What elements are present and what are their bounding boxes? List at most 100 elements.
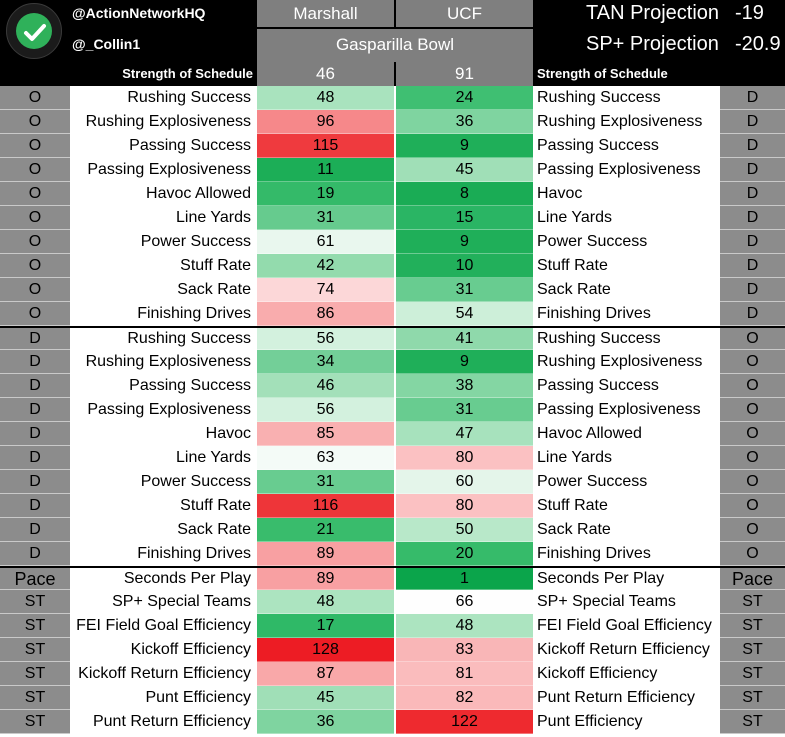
stat-rank-right: 9: [396, 230, 533, 254]
stat-label-right: Finishing Drives: [537, 545, 651, 562]
side-left-tag: O: [0, 158, 70, 182]
stat-rank-left: 128: [257, 638, 394, 662]
side-left-tag: ST: [0, 686, 70, 710]
side-left-tag: Pace: [0, 568, 70, 590]
stat-rank-left: 115: [257, 134, 394, 158]
table-row: ST FEI Field Goal Efficiency 17 48 FEI Field…: [0, 614, 785, 638]
stat-label-right: Rushing Success: [537, 330, 661, 347]
stat-rank-left: 56: [257, 398, 394, 422]
twitter-handle-secondary: @_Collin1: [72, 36, 141, 52]
check-badge-icon: [16, 13, 52, 49]
stat-rank-left: 89: [257, 568, 394, 590]
stat-rank-right: 66: [396, 590, 533, 614]
table-row: O Sack Rate 74 31 Sack Rate D: [0, 278, 785, 302]
stat-label-left: Finishing Drives: [137, 305, 251, 322]
stat-rank-right: 48: [396, 614, 533, 638]
stat-rank-right: 9: [396, 350, 533, 374]
stat-rank-right: 31: [396, 278, 533, 302]
stat-label-left: Power Success: [140, 473, 251, 490]
side-right-tag: D: [720, 206, 785, 230]
table-row: O Havoc Allowed 19 8 Havoc D: [0, 182, 785, 206]
stat-label-right: Passing Explosiveness: [537, 161, 701, 178]
side-left-tag: O: [0, 86, 70, 110]
side-left-tag: D: [0, 422, 70, 446]
header-bar: @ActionNetworkHQ @_Collin1 Marshall UCF …: [0, 0, 785, 62]
stat-rank-right: 15: [396, 206, 533, 230]
side-right-tag: ST: [720, 638, 785, 662]
sos-right-value: 91: [396, 62, 533, 86]
stat-label-left: Havoc Allowed: [146, 185, 251, 202]
stat-label-left: Punt Efficiency: [145, 689, 251, 706]
stat-label-left: Line Yards: [175, 209, 251, 226]
stat-label-left: Stuff Rate: [180, 257, 251, 274]
stat-label-right: Sack Rate: [537, 521, 611, 538]
stat-label-left: Rushing Success: [127, 89, 251, 106]
stat-label-left: Punt Return Efficiency: [92, 713, 251, 730]
stat-label-right: Kickoff Efficiency: [537, 665, 658, 682]
stat-rank-left: 48: [257, 590, 394, 614]
stat-label-right: Seconds Per Play: [537, 570, 665, 587]
table-row: D Stuff Rate 116 80 Stuff Rate O: [0, 494, 785, 518]
side-right-tag: ST: [720, 662, 785, 686]
table-row: D Passing Explosiveness 56 31 Passing Explos…: [0, 398, 785, 422]
stat-rank-right: 50: [396, 518, 533, 542]
side-left-tag: O: [0, 134, 70, 158]
stat-label-right: Stuff Rate: [537, 257, 608, 274]
side-left-tag: O: [0, 230, 70, 254]
stat-rank-right: 81: [396, 662, 533, 686]
projection-value: -20.9: [735, 33, 781, 55]
bowl-name: Gasparilla Bowl: [257, 29, 533, 62]
stat-rank-right: 122: [396, 710, 533, 734]
stat-label-left: SP+ Special Teams: [112, 593, 251, 610]
side-right-tag: Pace: [720, 568, 785, 590]
stat-rank-left: 34: [257, 350, 394, 374]
stat-rank-right: 8: [396, 182, 533, 206]
stat-label-right: Passing Success: [537, 137, 659, 154]
stat-label-left: Sack Rate: [177, 281, 251, 298]
table-row: O Line Yards 31 15 Line Yards D: [0, 206, 785, 230]
side-right-tag: O: [720, 328, 785, 350]
stat-label-right: Punt Return Efficiency: [537, 689, 696, 706]
stat-rank-left: 116: [257, 494, 394, 518]
side-right-tag: D: [720, 86, 785, 110]
stat-label-left: Passing Success: [129, 137, 251, 154]
side-left-tag: O: [0, 302, 70, 326]
side-right-tag: D: [720, 302, 785, 326]
stat-label-right: Havoc Allowed: [537, 425, 642, 442]
stat-rank-left: 61: [257, 230, 394, 254]
side-right-tag: O: [720, 494, 785, 518]
side-right-tag: D: [720, 254, 785, 278]
projection-value: -19: [735, 2, 764, 24]
side-left-tag: O: [0, 182, 70, 206]
stat-label-left: Rushing Explosiveness: [85, 113, 251, 130]
stat-rank-left: 31: [257, 206, 394, 230]
stat-rank-left: 42: [257, 254, 394, 278]
stat-rank-right: 80: [396, 494, 533, 518]
table-row: O Rushing Explosiveness 96 36 Rushing Explos…: [0, 110, 785, 134]
side-right-tag: D: [720, 134, 785, 158]
side-left-tag: D: [0, 350, 70, 374]
side-right-tag: O: [720, 446, 785, 470]
sos-left-label: Strength of Schedule: [122, 66, 253, 81]
side-left-tag: ST: [0, 662, 70, 686]
stat-label-right: Finishing Drives: [537, 305, 651, 322]
stat-label-left: Stuff Rate: [180, 497, 251, 514]
side-left-tag: D: [0, 374, 70, 398]
stat-label-left: FEI Field Goal Efficiency: [76, 617, 251, 634]
side-right-tag: D: [720, 182, 785, 206]
side-right-tag: D: [720, 230, 785, 254]
stat-label-right: Kickoff Return Efficiency: [537, 641, 710, 658]
stat-rank-left: 86: [257, 302, 394, 326]
stat-label-right: Passing Explosiveness: [537, 401, 701, 418]
stat-rank-left: 31: [257, 470, 394, 494]
side-left-tag: D: [0, 470, 70, 494]
stat-rank-right: 47: [396, 422, 533, 446]
stat-rank-right: 1: [396, 568, 533, 590]
side-left-tag: ST: [0, 638, 70, 662]
stat-label-right: SP+ Special Teams: [537, 593, 676, 610]
stat-label-right: Passing Success: [537, 377, 659, 394]
stat-rank-left: 85: [257, 422, 394, 446]
table-row: D Finishing Drives 89 20 Finishing Drives O: [0, 542, 785, 566]
table-row: O Power Success 61 9 Power Success D: [0, 230, 785, 254]
stat-label-right: Line Yards: [537, 449, 613, 466]
